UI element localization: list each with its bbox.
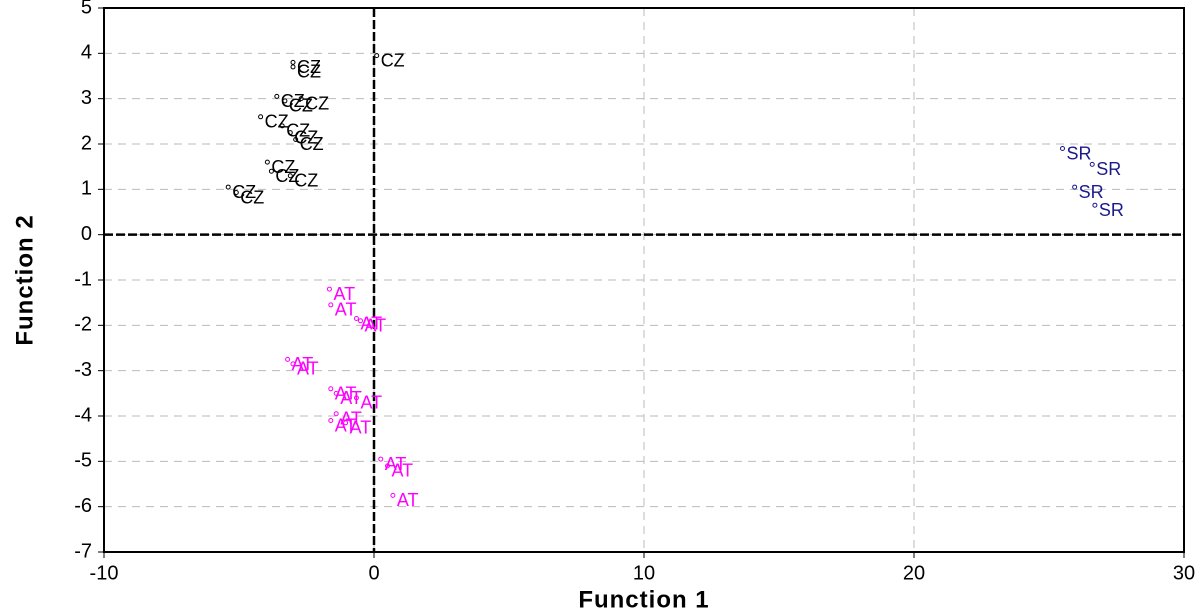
point-label: CZ [240,187,264,207]
point [225,184,231,190]
point-label: AT [340,388,362,408]
y-tick-label: -6 [74,495,92,517]
point [290,64,296,70]
point-label: AT [297,359,319,379]
point-label: AT [350,418,372,438]
point [353,316,359,322]
x-tick-label: 20 [903,562,925,584]
point-label: CZ [300,134,324,154]
point-label: CZ [275,166,299,186]
point [358,318,363,324]
point-label: CZ [305,93,329,113]
point-label: AT [333,284,355,304]
point-label: SR [1067,143,1092,163]
y-tick-label: 4 [81,42,92,64]
point-label: AT [365,316,387,336]
point [385,463,390,469]
point-label: CZ [265,112,289,132]
point [328,302,334,308]
point-label: CZ [297,57,321,77]
y-tick-label: -1 [74,268,92,290]
x-axis-label: Function 1 [578,586,709,613]
point [378,456,384,462]
point-label: AT [392,461,414,481]
point-label: CZ [286,121,310,141]
y-tick-label: -7 [74,540,92,562]
point [328,418,334,424]
point-label: CZ [381,50,405,70]
point [285,356,291,362]
point [328,386,334,392]
point-label: CZ [289,96,313,116]
point [233,190,239,196]
point [264,159,270,165]
point [287,130,293,136]
point [333,390,339,396]
y-tick-label: -4 [74,404,92,426]
y-tick-label: 1 [81,178,92,200]
point [353,395,359,401]
point [290,361,296,367]
point [293,136,299,142]
point-label: CZ [281,91,305,111]
x-tick-label: 0 [368,562,379,584]
point [290,59,296,65]
point [1072,184,1078,190]
point-label: AT [360,393,382,413]
point-label: AT [385,454,407,474]
point-label: SR [1079,182,1104,202]
point-label: SR [1099,200,1124,220]
plot-frame [103,7,1185,553]
point-label: AT [292,354,314,374]
point-label: CZ [271,157,295,177]
point [1089,161,1095,167]
point [287,173,293,179]
y-tick-label: 3 [81,87,92,109]
point-label: AT [335,300,357,320]
point [1060,146,1065,152]
point [390,492,396,498]
point [374,53,380,59]
point-label: AT [340,408,362,428]
point [258,114,264,120]
point-label: AT [397,490,419,510]
point [274,93,280,99]
point-label: CZ [294,127,318,147]
point [326,286,332,292]
point [298,96,304,102]
point [279,123,285,129]
point [343,420,349,426]
point [268,168,274,174]
y-tick-label: -5 [74,450,92,472]
y-tick-label: 5 [81,0,92,18]
point [282,98,288,104]
point-label: CZ [297,62,321,82]
point [333,411,339,417]
point-label: AT [360,313,382,333]
x-tick-label: 30 [1173,562,1195,584]
point-label: CZ [294,170,318,190]
y-tick-label: -2 [74,314,92,336]
x-tick-label: 10 [633,562,655,584]
point-label: SR [1096,159,1121,179]
point [1092,202,1098,208]
y-tick-label: -3 [74,359,92,381]
point-label: AT [335,384,357,404]
point-label: CZ [232,182,256,202]
y-tick-label: 0 [81,223,92,245]
y-tick-label: 2 [81,132,92,154]
x-tick-label: -10 [90,562,119,584]
y-axis-label: Function 2 [11,214,38,345]
